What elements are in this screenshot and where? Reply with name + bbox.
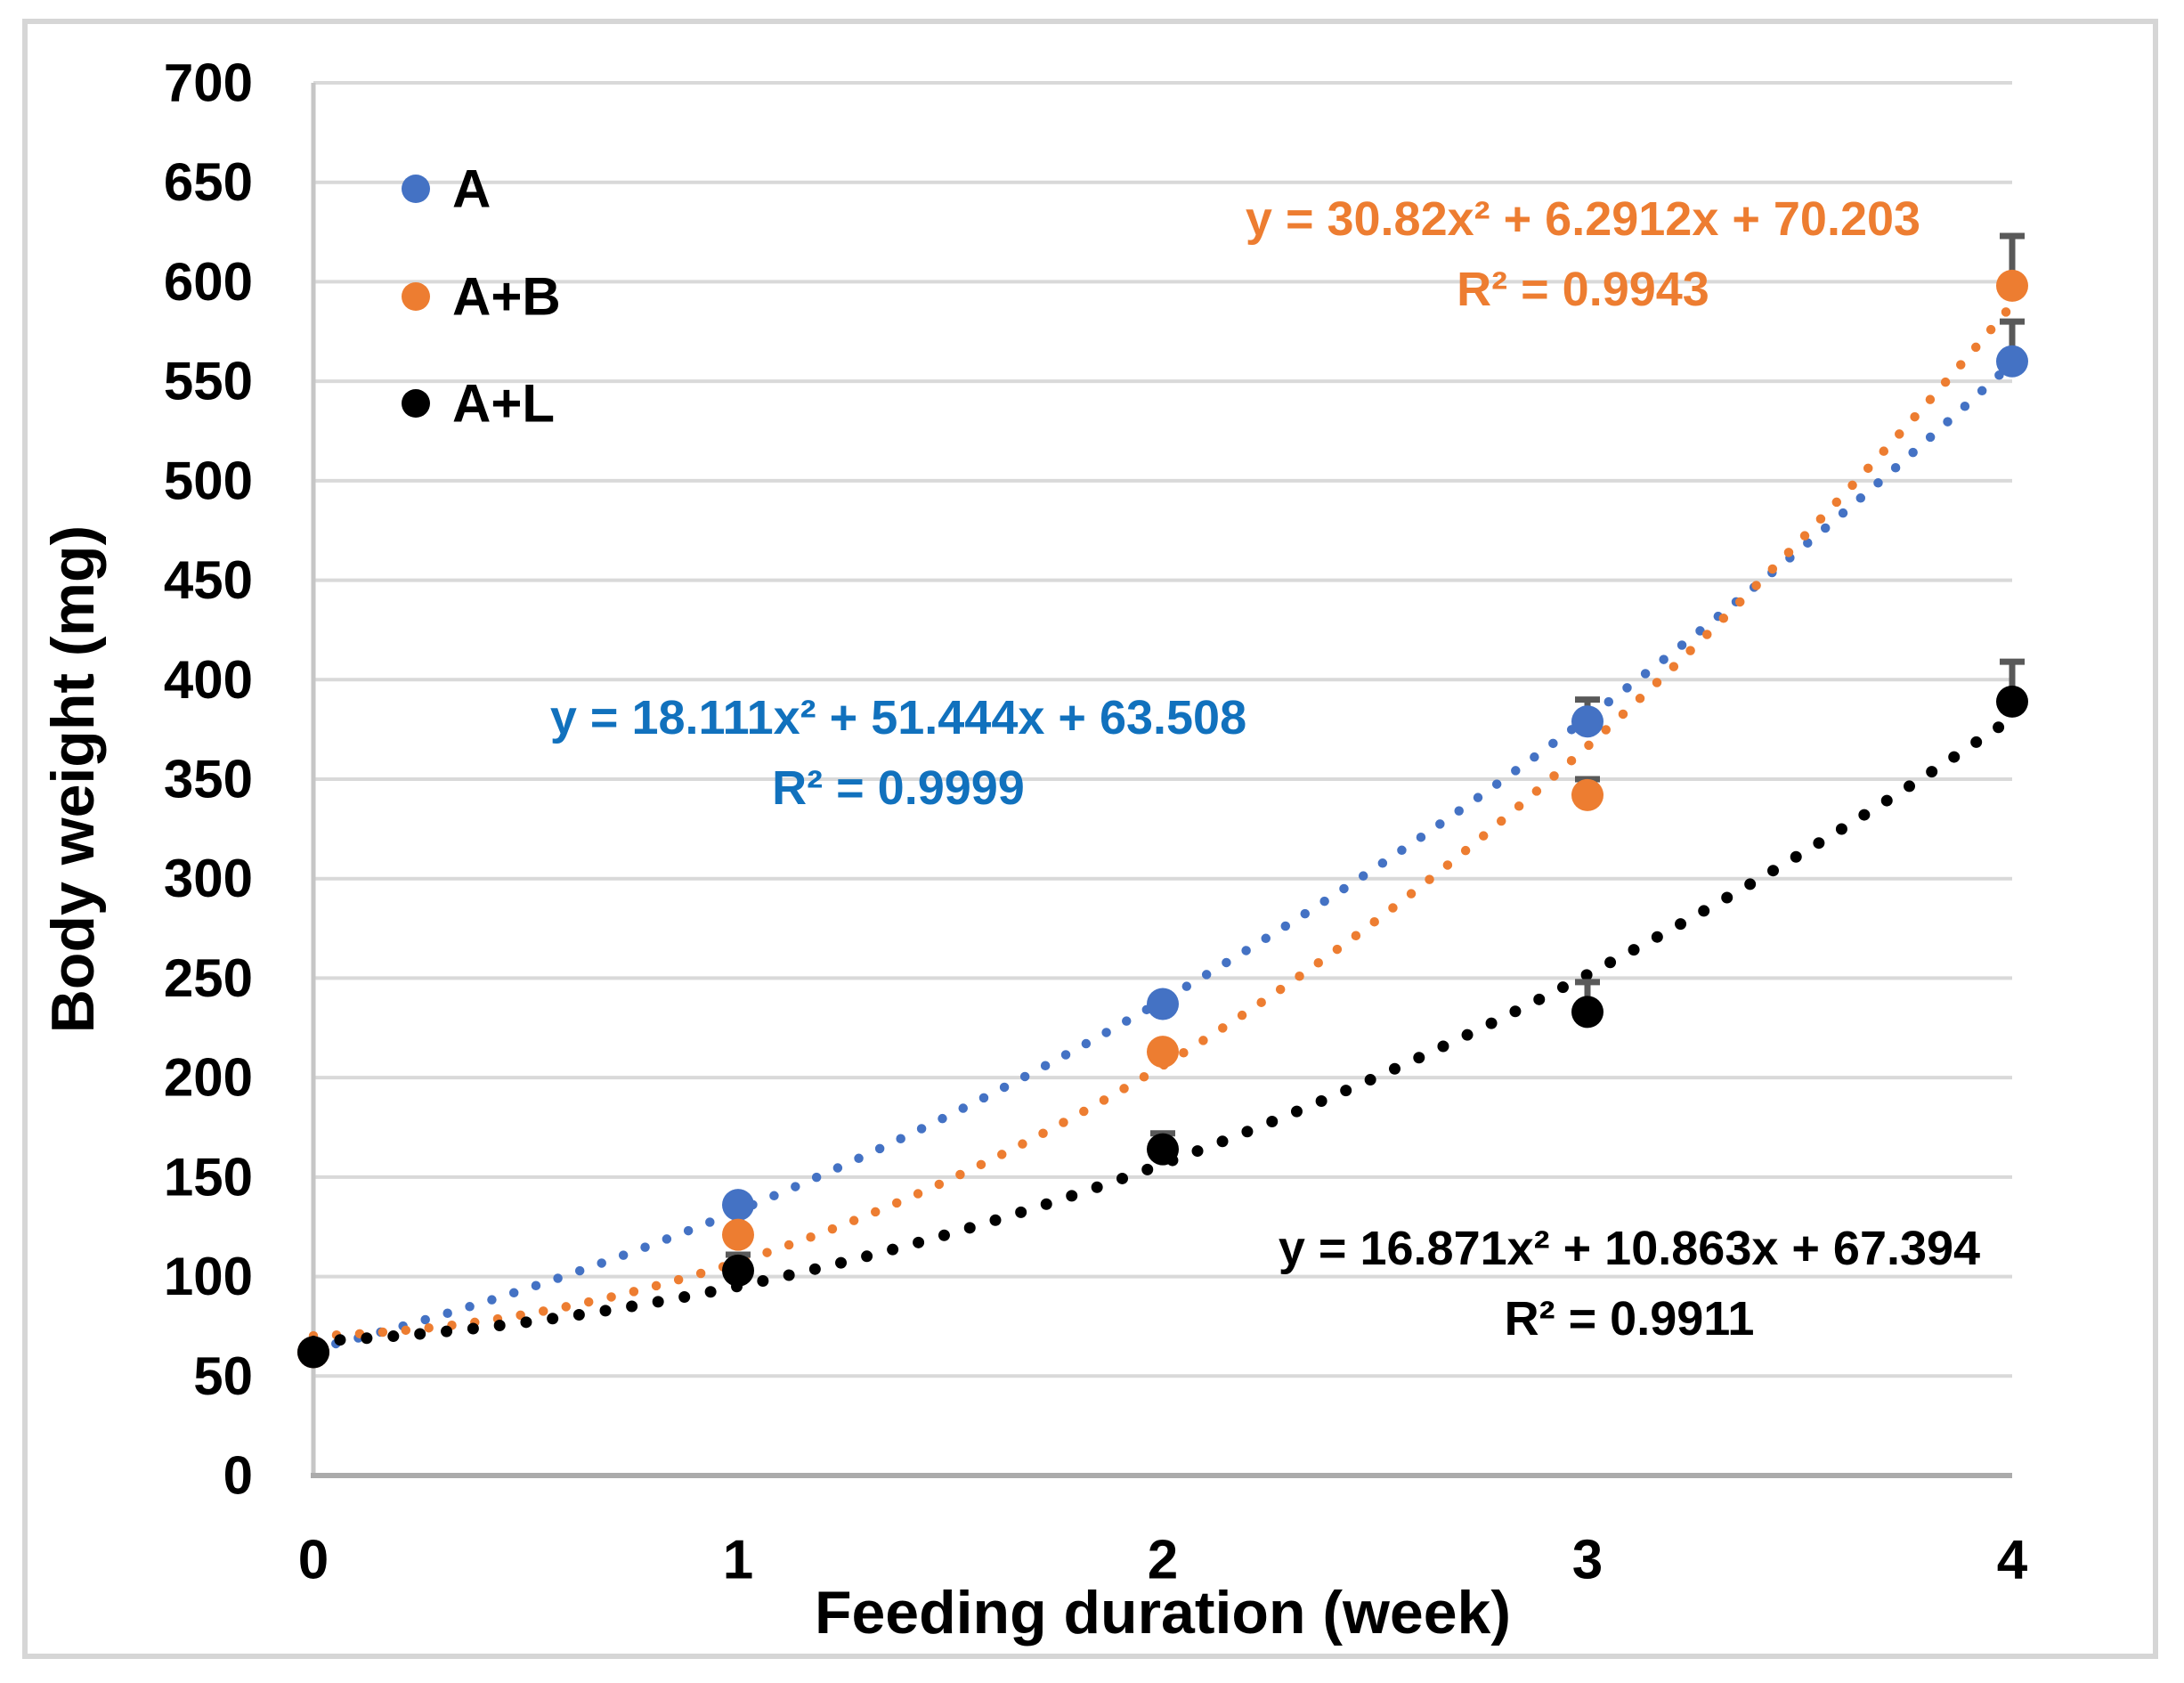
trendline-a: [308, 358, 2018, 1354]
y-tick-label: 500: [164, 451, 253, 510]
y-tick-label: 650: [164, 152, 253, 212]
marker-a-plus-l-week-3: [1571, 996, 1603, 1028]
legend-label: A: [452, 159, 491, 219]
trendline-equation-a-plus-b: y = 30.82x² + 6.2912x + 70.203: [1246, 192, 1920, 246]
x-tick-label: 3: [1572, 1530, 1603, 1591]
trendline-a-plus-l: [307, 711, 2018, 1347]
gridlines: [313, 81, 2012, 1378]
y-tick-label: 250: [164, 948, 253, 1008]
y-tick-label: 600: [164, 252, 253, 312]
tick-labels: 0 50 100 150 200 250 300 350 400 450 500 550 600 650 7…: [164, 53, 2028, 1591]
y-tick-label: 550: [164, 352, 253, 411]
x-tick-label: 2: [1148, 1530, 1178, 1591]
trendline-r2-a-plus-b: R² = 0.9943: [1457, 263, 1709, 316]
trendline-r2-a-plus-l: R² = 0.9911: [1505, 1292, 1755, 1346]
marker-a-plus-b-week-1: [722, 1218, 754, 1251]
y-tick-label: 100: [164, 1247, 253, 1306]
legend-label: A+B: [452, 267, 561, 327]
trendlines: [307, 299, 2018, 1354]
y-tick-label: 700: [164, 53, 253, 113]
trendline-equation-a-plus-l: y = 16.871x² + 10.863x + 67.394: [1279, 1222, 1980, 1275]
trendline-a-plus-b: [308, 299, 2018, 1341]
marker-a-plus-b-week-4: [1996, 269, 2028, 302]
marker-a-plus-b-week-3: [1571, 778, 1603, 811]
marker-a-week-3: [1571, 705, 1603, 738]
legend-item-a: A: [402, 159, 491, 219]
y-tick-label: 50: [193, 1346, 253, 1406]
marker-a-plus-l-week-2: [1147, 1133, 1179, 1166]
axes: [311, 83, 2012, 1478]
marker-a-plus-l-week-1: [722, 1254, 754, 1287]
y-axis-title: Body weight (mg): [39, 525, 107, 1033]
marker-a-plus-l-week-4: [1996, 685, 2028, 718]
y-tick-label: 0: [223, 1446, 253, 1506]
y-tick-label: 150: [164, 1147, 253, 1207]
legend-item-a-plus-l: A+L: [402, 374, 555, 434]
x-tick-label: 4: [1997, 1530, 2028, 1591]
data-points: [297, 269, 2028, 1369]
y-tick-label: 400: [164, 650, 253, 710]
x-tick-label: 1: [723, 1530, 753, 1591]
marker-a-week-2: [1147, 988, 1179, 1020]
legend-marker-icon: [402, 282, 430, 311]
trendline-equations: y = 18.111x² + 51.444x + 63.508 R² = 0.99…: [550, 192, 1980, 1346]
trendline-equation-a: y = 18.111x² + 51.444x + 63.508: [550, 691, 1246, 744]
marker-a-week-4: [1996, 345, 2028, 378]
y-tick-label: 200: [164, 1048, 253, 1108]
y-tick-label: 350: [164, 750, 253, 809]
chart-border: [22, 19, 2158, 1659]
legend-marker-icon: [402, 175, 430, 203]
legend-label: A+L: [452, 374, 555, 434]
marker-a-week-1: [722, 1189, 754, 1222]
legend: A A+B A+L: [402, 159, 561, 434]
marker-a-plus-b-week-2: [1147, 1036, 1179, 1069]
legend-marker-icon: [402, 389, 430, 418]
y-tick-label: 450: [164, 550, 253, 610]
x-tick-label: 0: [298, 1530, 329, 1591]
y-tick-label: 300: [164, 849, 253, 908]
legend-item-a-plus-b: A+B: [402, 267, 561, 327]
marker-a-plus-l-week-0: [297, 1336, 329, 1369]
trendline-r2-a: R² = 0.9999: [772, 761, 1025, 815]
x-axis-title: Feeding duration (week): [815, 1579, 1511, 1646]
error-bars: [726, 232, 2025, 1271]
